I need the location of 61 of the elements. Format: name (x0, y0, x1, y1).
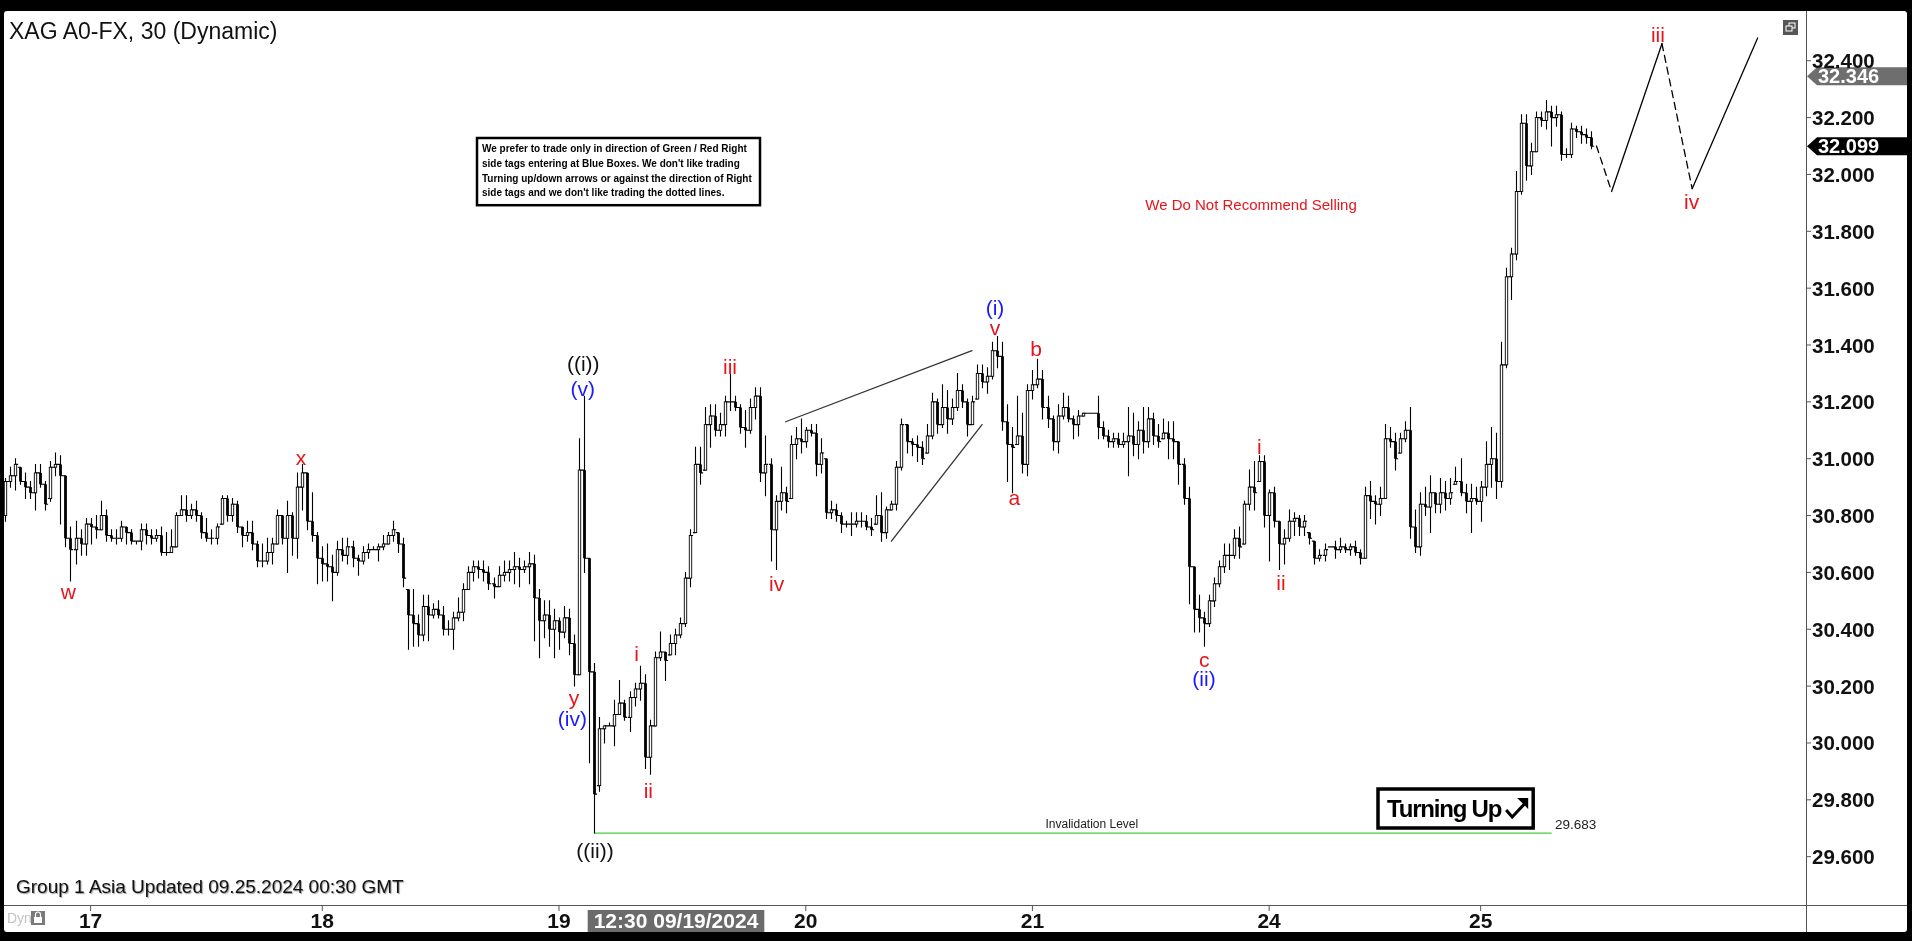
annotation: ((ii)) (576, 838, 614, 862)
y-tick-label: 31.200 (1812, 390, 1875, 414)
annotation: We prefer to trade only in direction of Green / Red Right side tags entering at Blue Boxes. We don't like trading Turning up/down arrows or against the direction of Right side tags and we don't like trading the dotted lines. (482, 143, 753, 199)
candlestick (798, 417, 805, 455)
y-tick-label: 31.800 (1812, 219, 1875, 243)
annotation: iii (723, 354, 737, 378)
candlestick (848, 511, 855, 537)
x-tick-label: 17 (78, 909, 103, 932)
y-tick-label: 30.200 (1812, 674, 1875, 698)
x-tick-label: 18 (310, 909, 335, 932)
x-tick-label: 19 (547, 909, 571, 932)
candlestick (1342, 542, 1349, 554)
y-tick-label: 29.600 (1812, 845, 1875, 869)
annotation: i (1256, 434, 1262, 458)
y-tick-label: 29.800 (1812, 788, 1875, 812)
candlestick (475, 559, 482, 580)
annotation: (v) (570, 376, 595, 400)
text: 32.099 (1818, 135, 1880, 158)
text: 12:30 09/19/2024 (593, 909, 759, 932)
candlestick (365, 542, 372, 560)
candlestick (511, 551, 518, 585)
annotation: Group 1 Asia Updated 09.25.2024 00:30 GMT (16, 876, 405, 897)
candlestick (868, 517, 875, 537)
annotation: ii (1276, 570, 1286, 594)
x-tick-label: 24 (1257, 909, 1282, 932)
annotation: ii (643, 778, 653, 802)
y-tick-label: 30.800 (1812, 504, 1875, 528)
y-tick-label: 32.000 (1812, 162, 1875, 186)
annotation: iv (769, 571, 785, 595)
text: Dyn (7, 910, 32, 926)
x-tick-label: 20 (794, 909, 818, 932)
annotation: iv (1684, 189, 1700, 213)
annotation: a (1008, 485, 1021, 509)
annotation: We Do Not Recommend Selling (1145, 196, 1357, 213)
annotation: w (59, 579, 77, 603)
y-tick-label: 30.000 (1812, 731, 1875, 755)
x-tick-label: 21 (1020, 909, 1045, 932)
annotation: i (634, 641, 640, 665)
candlestick (1332, 540, 1339, 560)
candlestick (148, 528, 155, 546)
y-tick-label: 31.400 (1812, 333, 1875, 357)
x-tick-label: 25 (1468, 909, 1493, 932)
annotation: b (1030, 336, 1042, 360)
candlestick (1468, 483, 1475, 534)
y-tick-label: 30.400 (1812, 617, 1875, 641)
y-tick-label: 31.000 (1812, 447, 1875, 471)
candlestick (1110, 432, 1117, 449)
candlestick (1347, 542, 1354, 557)
y-tick-label: 32.200 (1812, 106, 1875, 130)
y-tick-label: 31.600 (1812, 276, 1875, 300)
candlestick (1578, 125, 1585, 145)
annotation: iii (1650, 22, 1665, 46)
y-tick-label: 30.600 (1812, 560, 1875, 584)
series-label: Invalidation Level (1045, 817, 1139, 832)
chart-title: XAG A0-FX, 30 (Dynamic) (9, 18, 278, 44)
annotation: x (295, 445, 307, 469)
annotation: ((i)) (566, 351, 600, 375)
candlestick (858, 511, 865, 528)
annotation: Turning Up (1387, 795, 1502, 822)
candlestick (259, 542, 266, 568)
annotation: 29.683 (1555, 817, 1597, 832)
